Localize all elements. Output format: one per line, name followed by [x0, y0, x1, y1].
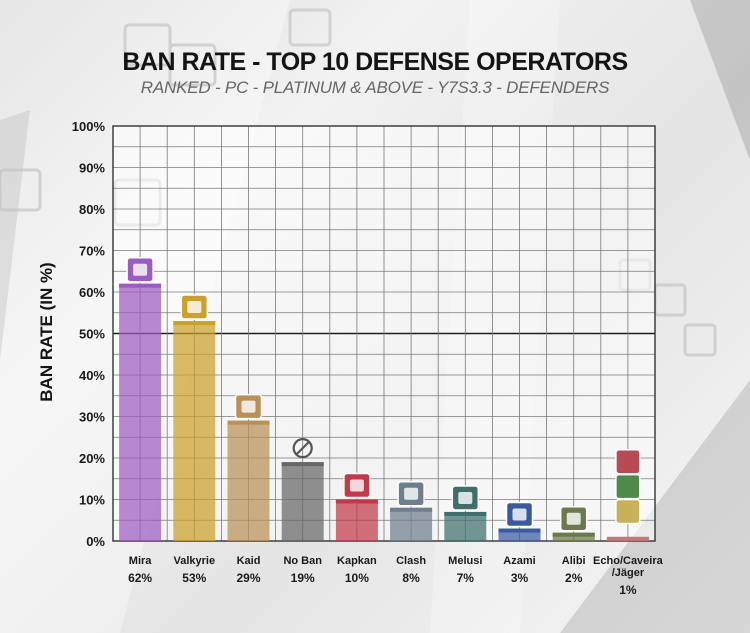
bar	[173, 321, 216, 541]
y-tick-label: 10%	[79, 493, 105, 508]
data-label: 7%	[457, 571, 475, 585]
caveira-icon	[615, 473, 641, 500]
x-tick-label: No Ban	[283, 555, 322, 567]
data-label: 10%	[345, 571, 369, 585]
plot-frame	[112, 125, 656, 542]
data-label: 1%	[619, 583, 637, 597]
data-label: 62%	[128, 571, 152, 585]
bar	[281, 462, 324, 541]
y-tick-label: 50%	[79, 327, 105, 342]
y-tick-label: 90%	[79, 161, 105, 176]
no-ban-icon	[292, 438, 313, 459]
bar-cap	[173, 321, 216, 326]
data-label: 53%	[182, 571, 206, 585]
bar	[227, 420, 270, 541]
x-tick-label: Mira	[129, 555, 153, 567]
y-tick-label: 100%	[72, 119, 106, 134]
data-label: 3%	[511, 571, 529, 585]
bar	[335, 499, 378, 541]
x-tick-label: Azami	[503, 555, 535, 567]
echo-icon	[615, 448, 641, 475]
icon-glyph	[187, 301, 202, 314]
icon-glyph	[512, 508, 527, 521]
bar-cap	[281, 462, 324, 467]
y-tick-label: 0%	[86, 534, 105, 549]
x-tick-label: /Jäger	[612, 567, 645, 579]
y-tick-label: 60%	[79, 285, 105, 300]
icon-glyph	[566, 512, 581, 525]
chart-subtitle: RANKED - PC - PLATINUM & ABOVE - Y7S3.3 …	[140, 78, 610, 97]
bar	[390, 507, 433, 541]
icon-glyph	[458, 491, 473, 504]
bar	[444, 511, 487, 541]
jager-icon	[615, 498, 641, 525]
chart-title: BAN RATE - TOP 10 DEFENSE OPERATORS	[122, 48, 628, 76]
y-tick-label: 80%	[79, 202, 105, 217]
x-tick-label: Kaid	[237, 555, 261, 567]
icon-glyph	[133, 263, 148, 276]
icon-glyph	[241, 400, 256, 413]
x-tick-label: Valkyrie	[174, 555, 216, 567]
bar	[119, 283, 162, 541]
icon-glyph	[349, 479, 364, 492]
data-label: 8%	[402, 571, 420, 585]
bar-cap	[390, 507, 433, 512]
bar-cap	[498, 528, 541, 533]
icon-glyph	[404, 487, 419, 500]
data-label: 29%	[236, 571, 260, 585]
y-tick-label: 70%	[79, 244, 105, 259]
bar	[552, 532, 595, 541]
bar-cap	[552, 532, 595, 537]
y-tick-label: 40%	[79, 368, 105, 383]
y-tick-label: 30%	[79, 410, 105, 425]
x-tick-label: Echo/Caveira	[593, 555, 664, 567]
data-label: 19%	[291, 571, 315, 585]
bar-cap	[335, 499, 378, 504]
no-ban-slash	[295, 441, 310, 455]
data-label: 2%	[565, 571, 583, 585]
x-tick-label: Melusi	[448, 555, 482, 567]
bar-cap	[444, 511, 487, 516]
y-tick-label: 20%	[79, 451, 105, 466]
x-tick-label: Kapkan	[337, 555, 377, 567]
bar-cap	[606, 536, 649, 541]
bar-cap	[119, 283, 162, 288]
bar-cap	[227, 420, 270, 425]
x-tick-label: Alibi	[562, 555, 586, 567]
x-tick-label: Clash	[396, 555, 426, 567]
